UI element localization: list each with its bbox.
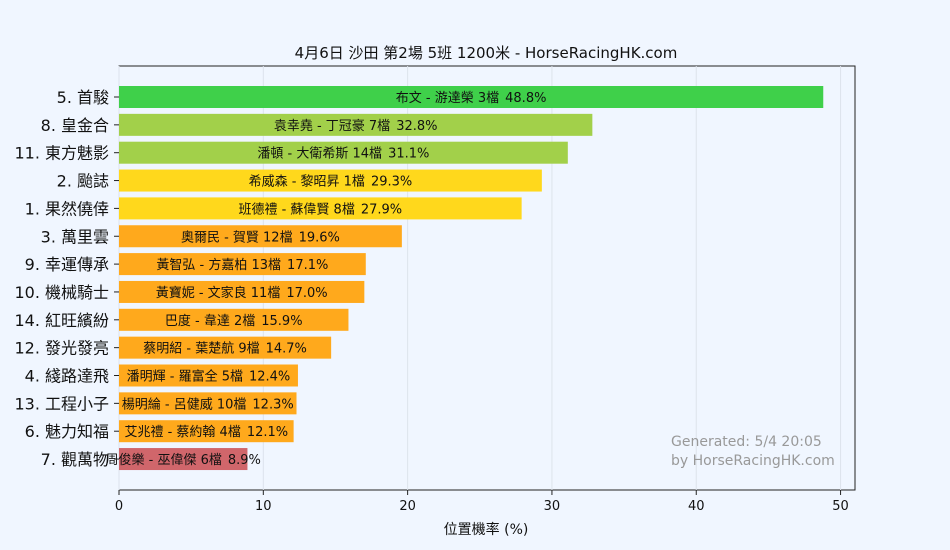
bar-detail: 希威森 - 黎昭昇 1檔 (249, 175, 365, 190)
bar (119, 448, 248, 471)
bar-label: 艾兆禮 - 蔡約翰 4檔 12.1% (124, 425, 288, 440)
bars: 布文 - 游達榮 3檔 48.8% 袁幸堯 - 丁冠豪 7檔 32.8% 潘頓 - 大衛… (106, 86, 824, 471)
bar-detail: 班德禮 - 蘇偉賢 8檔 (238, 202, 354, 217)
bar-label: 潘頓 - 大衛希斯 14檔 31.1% (257, 147, 429, 162)
bar-detail: 艾兆禮 - 蔡約翰 4檔 (124, 425, 240, 440)
bar (119, 169, 542, 192)
y-tick-label: 3. 萬里雲 (41, 227, 109, 246)
bar-label: 黃寶妮 - 文家良 11檔 17.0% (156, 285, 328, 301)
bar (119, 86, 824, 108)
x-axis-label: 位置機率 (%) (444, 521, 529, 538)
y-tick-label: 9. 幸運傳承 (25, 255, 109, 274)
bar-value-label: 8.9% (228, 453, 261, 468)
y-tick-label: 13. 工程小子 (14, 394, 109, 413)
y-tick-label: 1. 果然僥倖 (25, 199, 109, 218)
bar (119, 364, 298, 387)
source-annotation: by HorseRacingHK.com (671, 453, 835, 469)
bar-detail: 布文 - 游達榮 3檔 (396, 91, 499, 106)
bar-value-label: 27.9% (361, 202, 402, 217)
bar-detail: 奧爾民 - 賀賢 12檔 (181, 230, 293, 245)
x-tick-label: 40 (688, 499, 705, 514)
x-tick-label: 20 (399, 499, 416, 514)
bar-label: 布文 - 游達榮 3檔 48.8% (396, 91, 547, 106)
bar-label: 班德禮 - 蘇偉賢 8檔 27.9% (238, 202, 402, 217)
bar (119, 280, 365, 303)
bar-value-label: 12.1% (247, 425, 288, 440)
bar-value-label: 48.8% (505, 91, 546, 106)
y-tick-label: 4. 綫路達飛 (25, 367, 109, 386)
bar-label: 楊明綸 - 呂健威 10檔 12.3% (122, 396, 294, 412)
y-tick-label: 5. 首駿 (57, 88, 109, 107)
x-tick-label: 50 (832, 499, 849, 514)
bar-value-label: 12.3% (252, 397, 293, 412)
chart-title: 4月6日 沙田 第2場 5班 1200米 - HorseRacingHK.com (295, 44, 678, 62)
x-tick-label: 0 (115, 499, 123, 514)
bar-label: 潘明輝 - 羅富全 5檔 12.4% (127, 369, 291, 385)
bar-detail: 蔡明紹 - 葉楚航 9檔 (143, 341, 259, 357)
bar (119, 113, 593, 136)
generated-annotation: Generated: 5/4 20:05 (671, 434, 822, 450)
y-tick-label: 6. 魅力知福 (25, 422, 109, 441)
bar-detail: 周俊樂 - 巫偉傑 6檔 (106, 452, 222, 468)
bar (119, 225, 402, 248)
bar-label: 巴度 - 韋達 2檔 15.9% (165, 313, 303, 329)
y-tick-label: 7. 觀萬物 (41, 450, 109, 469)
bar-label: 蔡明紹 - 葉楚航 9檔 14.7% (143, 341, 307, 357)
bar (119, 253, 366, 276)
bar-label: 周俊樂 - 巫偉傑 6檔 8.9% (106, 452, 261, 468)
plot-area (118, 65, 856, 491)
bar-value-label: 31.1% (388, 147, 429, 162)
y-tick-labels: 5. 首駿 8. 皇金合 11. 東方魅影 2. 颱誌 1. 果然僥倖 3. 萬里雲 9. … (14, 88, 119, 469)
x-ticks: 0 10 20 30 40 50 (115, 490, 849, 514)
bar-value-label: 17.1% (287, 258, 328, 273)
bar (119, 392, 297, 415)
y-tick-label: 10. 機械騎士 (14, 283, 109, 302)
y-tick-label: 12. 發光發亮 (14, 339, 109, 358)
bar-value-label: 17.0% (286, 286, 327, 301)
bar-label: 奧爾民 - 賀賢 12檔 19.6% (181, 230, 340, 245)
bar-label: 希威森 - 黎昭昇 1檔 29.3% (249, 175, 413, 190)
bar (119, 336, 332, 359)
bar (119, 308, 349, 331)
x-tick-label: 10 (255, 499, 272, 514)
bar-value-label: 15.9% (261, 314, 302, 329)
bar-detail: 潘頓 - 大衛希斯 14檔 (257, 147, 382, 162)
x-tick-label: 30 (544, 499, 561, 514)
bar-detail: 楊明綸 - 呂健威 10檔 (122, 396, 247, 412)
bar-detail: 袁幸堯 - 丁冠豪 7檔 (274, 118, 390, 134)
bar-detail: 黃寶妮 - 文家良 11檔 (156, 285, 281, 301)
bar-value-label: 32.8% (396, 119, 437, 134)
bar (119, 197, 522, 220)
y-tick-label: 2. 颱誌 (57, 172, 109, 191)
bar (119, 420, 294, 443)
bar-label: 袁幸堯 - 丁冠豪 7檔 32.8% (274, 118, 438, 134)
bar-value-label: 12.4% (249, 370, 290, 385)
bar (119, 141, 568, 164)
y-tick-label: 8. 皇金合 (41, 116, 109, 135)
grid-lines (118, 66, 842, 490)
y-tick-label: 14. 紅旺繽紛 (14, 311, 109, 330)
bar-detail: 潘明輝 - 羅富全 5檔 (127, 369, 243, 385)
bar-detail: 黃智弘 - 方嘉柏 13檔 (156, 257, 281, 273)
bar-label: 黃智弘 - 方嘉柏 13檔 17.1% (156, 257, 328, 273)
bar-value-label: 14.7% (266, 342, 307, 357)
bar-value-label: 29.3% (371, 175, 412, 190)
y-tick-label: 11. 東方魅影 (14, 144, 109, 163)
bar-detail: 巴度 - 韋達 2檔 (165, 313, 255, 329)
bar-value-label: 19.6% (299, 230, 340, 245)
